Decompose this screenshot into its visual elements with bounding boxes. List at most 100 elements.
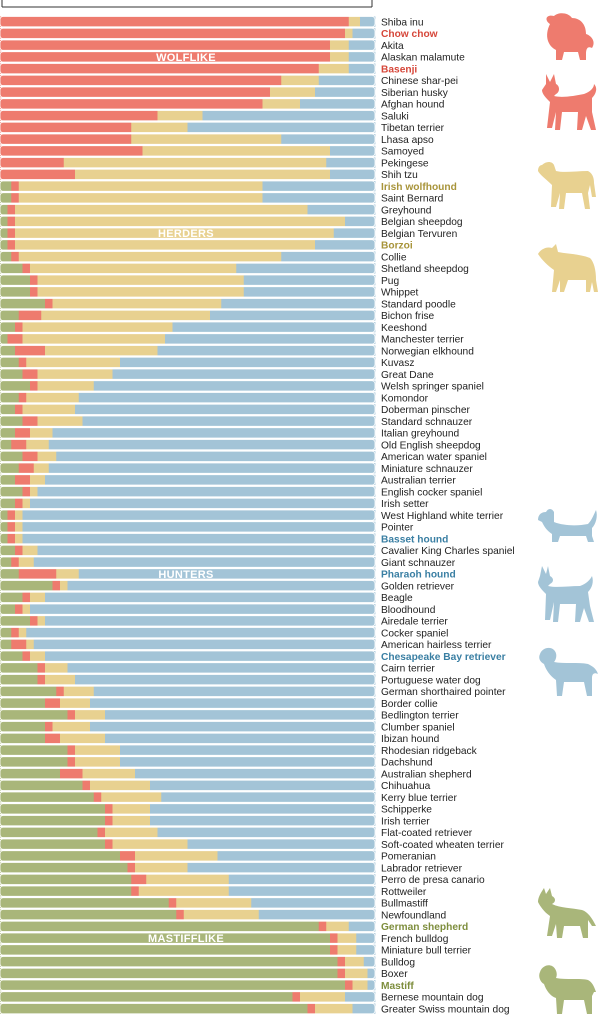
bar-segment-mastifflike (0, 815, 106, 826)
bar-segment-hunters (217, 850, 376, 862)
bar-outline (0, 51, 376, 63)
bar-segment-mastifflike (0, 310, 20, 321)
dog-silhouette (538, 888, 596, 938)
breed-label: Cavalier King Charles spaniel (381, 546, 515, 557)
breed-label: Rottweiler (381, 887, 427, 898)
bar-segment-hunters (348, 40, 376, 51)
bar-outline (0, 74, 376, 86)
bar-segment-hunters (281, 251, 376, 262)
bar-outline (0, 979, 376, 991)
bar-outline (0, 674, 376, 686)
bar-segment-wolflike (11, 557, 20, 568)
bar-outline (0, 873, 376, 885)
bar-segment-wolflike (11, 627, 20, 638)
bar-segment-herders (18, 627, 27, 638)
dog-silhouette (538, 162, 596, 209)
bar-row (0, 450, 376, 462)
bar-segment-hunters (228, 886, 376, 897)
bar-segment-hunters (26, 627, 376, 638)
bar-outline (0, 768, 376, 780)
bar-row (0, 580, 376, 592)
bar-segment-mastifflike (0, 686, 57, 697)
breed-label: Chihuahua (381, 781, 431, 792)
bar-row (0, 568, 376, 580)
bar-segment-herders (345, 968, 368, 979)
bar-segment-mastifflike (0, 451, 23, 462)
bar-outline (0, 756, 376, 768)
bar-segment-wolflike (0, 134, 132, 145)
bar-segment-mastifflike (0, 639, 12, 650)
bar-row (0, 862, 376, 874)
bar-row (0, 627, 376, 639)
bar-row (0, 16, 376, 28)
mastiff-dog-icon (539, 965, 596, 1014)
bar-row (0, 932, 376, 944)
bar-outline (0, 168, 376, 180)
breed-label: Saint Bernard (381, 194, 444, 205)
bar-segment-wolflike (0, 75, 282, 86)
bar-row (0, 603, 376, 615)
bar-segment-mastifflike (0, 463, 20, 474)
bar-segment-herders (26, 639, 35, 650)
bar-segment-wolflike (0, 169, 76, 180)
bar-outline (0, 627, 376, 639)
bar-segment-mastifflike (0, 533, 8, 544)
breed-label: Belgian Tervuren (381, 229, 457, 240)
bar-outline (0, 932, 376, 944)
bar-segment-hunters (45, 651, 376, 662)
bar-outline (0, 662, 376, 674)
breed-label: Chinese shar-pei (381, 76, 458, 87)
bar-outline (0, 991, 376, 1003)
bar-outline (0, 909, 376, 921)
bar-segment-herders (337, 933, 357, 944)
bar-segment-mastifflike (0, 404, 16, 415)
bar-outline (0, 204, 376, 216)
bar-segment-herders (22, 545, 38, 556)
bar-row (0, 885, 376, 897)
bar-segment-herders (345, 28, 353, 39)
bar-segment-herders (135, 850, 218, 862)
bar-segment-hunters (187, 862, 376, 873)
bar-segment-hunters (315, 87, 376, 98)
bar-segment-mastifflike (0, 568, 20, 580)
bar-segment-wolflike (0, 40, 331, 51)
bar-segment-hunters (360, 16, 376, 27)
bar-segment-mastifflike (0, 357, 20, 368)
breed-label: Keeshond (381, 323, 427, 334)
bar-segment-hunters (135, 768, 376, 779)
bar-segment-wolflike (337, 968, 346, 979)
bar-segment-hunters (48, 439, 376, 450)
bar-row (0, 509, 376, 521)
breed-label: Shetland sheepdog (381, 264, 469, 275)
bar-outline (0, 779, 376, 791)
bar-row (0, 803, 376, 815)
breed-label: American water spaniel (381, 452, 487, 463)
bar-segment-herders (45, 345, 158, 356)
bar-segment-herders (112, 803, 151, 815)
bar-segment-herders (26, 439, 50, 450)
breed-label: Italian greyhound (381, 429, 459, 440)
bar-segment-herders (142, 145, 331, 157)
bar-row (0, 227, 376, 239)
breed-label: Doberman pinscher (381, 405, 471, 416)
bar-segment-hunters (120, 745, 376, 756)
dog-silhouette (542, 74, 597, 130)
bar-row (0, 744, 376, 756)
bar-row (0, 1003, 376, 1015)
bar-segment-mastifflike (0, 745, 68, 756)
bar-segment-wolflike (30, 275, 38, 286)
bar-segment-wolflike (0, 110, 158, 121)
bar-outline (0, 897, 376, 909)
bar-row (0, 309, 376, 321)
bar-outline (0, 274, 376, 286)
dog-silhouette (546, 13, 594, 60)
bar-segment-wolflike (176, 909, 185, 920)
bar-outline (0, 133, 376, 145)
bar-segment-herders (26, 357, 121, 368)
bar-row (0, 321, 376, 333)
bar-segment-mastifflike (0, 604, 16, 615)
bar-segment-mastifflike (0, 592, 23, 603)
bar-segment-hunters (345, 991, 376, 1003)
bar-row (0, 826, 376, 838)
